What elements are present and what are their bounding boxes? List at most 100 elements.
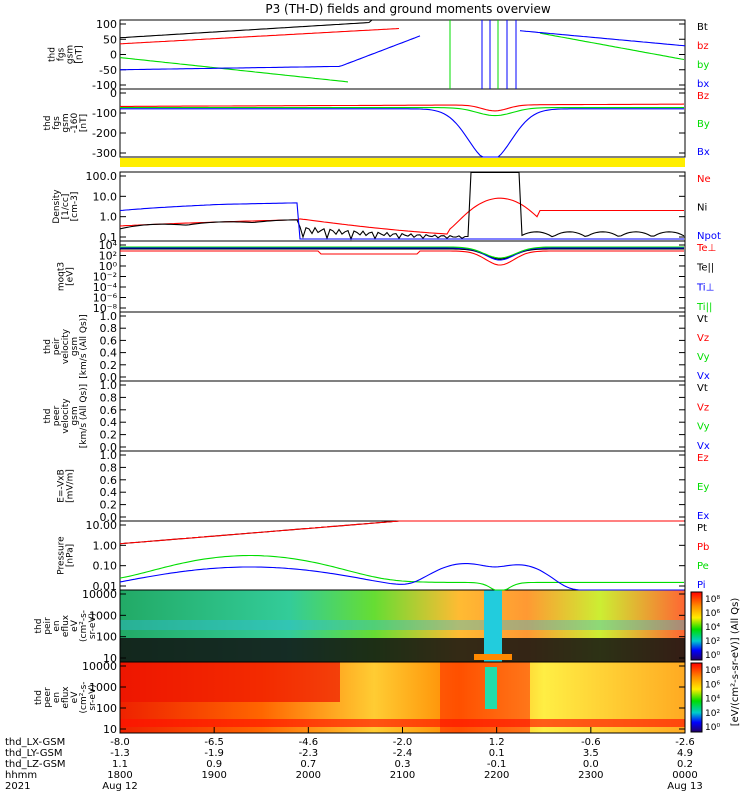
panel-p5: 1.00.80.60.40.20.0 thd peir velocity gsm [km/… — [43, 310, 710, 384]
y-axis-label-line: E=-VxB — [57, 469, 67, 503]
electron-spectrogram-hot-region — [120, 662, 340, 702]
legend-Vx: Vx — [697, 441, 710, 452]
panel-frame — [119, 380, 686, 452]
y-tick-label: 1.0 — [100, 310, 118, 323]
x-tick-label: 2100 — [390, 770, 415, 781]
legend-Vt: Vt — [697, 314, 708, 325]
panel-frame — [119, 19, 686, 90]
y-axis-label-line: gsm — [70, 406, 80, 425]
colorbar-tick-label: 10⁴ — [705, 695, 720, 705]
panel-p9: 10000 1000 100 10 thd peir en eflux eV (cm²-s-sr-… — [34, 588, 686, 665]
y-axis-label-line: [1/cc] — [61, 194, 71, 220]
series-Ti-par — [120, 246, 684, 259]
y-tick-label: 0.1 — [100, 231, 118, 244]
legend-Bt: Bt — [697, 22, 708, 33]
y-axis-label-line: gsm — [70, 337, 80, 356]
y-axis-label-line: thd — [48, 47, 58, 62]
y-axis-label-line: thd — [34, 619, 44, 634]
legend-bz: bz — [697, 41, 709, 52]
y-axis-label-line: gsm — [66, 45, 76, 64]
x-tick-label: 1900 — [201, 770, 226, 781]
y-axis-label-line: [cm-3] — [70, 192, 80, 222]
colorbar-tick-label: 10⁰ — [705, 723, 720, 733]
y-axis-label-line: [mV/m] — [66, 469, 76, 503]
legend-Vt: Vt — [697, 383, 708, 394]
y-axis-label-line: [nT] — [79, 114, 89, 132]
electron-spectrogram-bottom — [120, 719, 685, 727]
chart-title: P3 (TH-D) fields and ground moments over… — [265, 2, 550, 16]
x-tick-label: Aug 13 — [667, 781, 702, 792]
y-axis-label-line: thd — [43, 116, 53, 131]
y-axis-label-line: fgs — [52, 116, 62, 130]
series-Ne — [119, 197, 684, 235]
colorbar-tick-label: 10⁶ — [705, 609, 720, 619]
y-axis-label: moqt3 [eV] — [57, 262, 76, 291]
legend-Pb: Pb — [697, 542, 709, 553]
y-axis-label-line: moqt3 — [57, 262, 67, 291]
y-tick-label: -100 — [92, 79, 117, 92]
y-axis-label-line: peir — [52, 337, 62, 355]
y-tick-label: 0.2 — [100, 359, 118, 372]
y-tick-label: 100 — [96, 18, 117, 31]
legend-Ti⊥: Ti⊥ — [696, 282, 714, 293]
colorbar-electron — [690, 662, 703, 733]
y-axis-label: thd peer velocity gsm [km/s (All Qs)] — [43, 384, 89, 448]
colorbar-ion — [690, 591, 703, 661]
series-bx — [119, 35, 421, 71]
legend-Te⊥: Te⊥ — [696, 243, 716, 254]
x-tick-label: -1.3 — [110, 748, 130, 759]
legend-Ex: Ex — [697, 511, 709, 522]
x-tick-label: 0.3 — [395, 759, 411, 770]
x-row-label: thd_LX-GSM — [5, 737, 65, 748]
x-tick-label: -2.4 — [393, 748, 413, 759]
y-tick-label: 10⁻⁴ — [93, 281, 118, 294]
ion-spectrogram-low-band — [120, 638, 685, 662]
legend-by: by — [697, 60, 709, 71]
colorbar-tick-label: 10² — [705, 637, 720, 647]
y-axis-label-line: en — [52, 692, 62, 703]
y-tick-label: 10⁻² — [93, 271, 117, 284]
y-axis-label-line: gsm — [61, 113, 71, 132]
y-axis-label: thd peir en eflux eV (cm²-s-sr-eV) — [34, 610, 98, 642]
legend-By: By — [697, 119, 710, 130]
y-tick-label: 100.0 — [86, 170, 118, 183]
y-tick-label: 10.00 — [86, 519, 118, 532]
legend-Vz: Vz — [697, 402, 709, 413]
x-tick-label: 0.1 — [489, 748, 505, 759]
series-bz — [119, 27, 400, 45]
x-tick-label: -2.6 — [675, 737, 695, 748]
series-by — [539, 32, 685, 61]
y-tick-label: 10⁴ — [99, 239, 118, 252]
y-tick-label: 0.2 — [100, 429, 118, 442]
series-by — [119, 57, 349, 83]
legend-Vx: Vx — [697, 371, 710, 382]
legend-Ne: Ne — [697, 174, 711, 185]
x-tick-label: 2300 — [578, 770, 603, 781]
panel-frame — [119, 520, 686, 591]
legend-Ez: Ez — [697, 453, 709, 464]
colorbar-label: [eV/(cm²-s-sr-eV)] (All Qs) — [730, 598, 741, 727]
colorbar-label-text: [eV/(cm²-s-sr-eV)] (All Qs) — [730, 598, 741, 727]
series-Pb — [119, 520, 684, 545]
legend-Pt: Pt — [697, 523, 707, 534]
y-tick-label: 10.0 — [93, 190, 118, 203]
x-tick-label: -0.1 — [487, 759, 507, 770]
y-axis-label-line: eflux — [61, 614, 71, 637]
colorbar-tick-label: 10⁸ — [705, 595, 720, 605]
x-tick-label: 1.2 — [489, 737, 505, 748]
panel-p7: 1.00.80.60.40.20.0 E=-VxB [mV/m] Ez Ey Ex — [57, 449, 710, 524]
y-tick-label: 1.0 — [100, 449, 118, 462]
x-row-label: thd_LZ-GSM — [5, 759, 66, 770]
legend-Ni: Ni — [697, 203, 707, 214]
electron-spectrogram-column — [485, 667, 497, 709]
colorbar-tick-label: 10⁴ — [705, 623, 720, 633]
x-tick-label: -2.0 — [393, 737, 413, 748]
y-axis-label-line: [nPa] — [66, 544, 76, 567]
series-Te-par — [120, 248, 684, 260]
x-tick-label: 0000 — [672, 770, 697, 781]
y-tick-label: 0.0 — [100, 441, 118, 454]
x-tick-label: 0.7 — [300, 759, 316, 770]
y-axis-label-line: (cm²-s- — [79, 610, 89, 642]
y-axis-label-line: peer — [52, 405, 62, 426]
